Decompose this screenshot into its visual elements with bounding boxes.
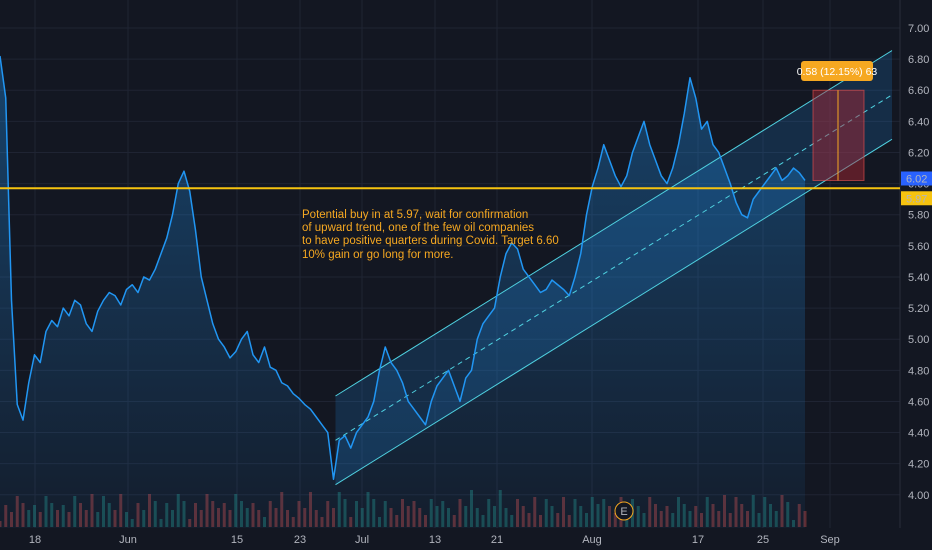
price-label: 6.02 [906,173,927,185]
x-tick-label: Sep [820,534,840,546]
y-tick-label: 4.80 [908,365,929,377]
y-tick-label: 6.40 [908,116,929,128]
price-series [0,55,806,480]
y-tick-label: 7.00 [908,23,929,35]
area-fill [0,56,805,529]
price-label: 5.97 [906,193,927,205]
price-label-bg [901,171,932,186]
y-tick-label: 5.60 [908,241,929,253]
earnings-label: E [620,506,627,518]
channel-mid [335,94,893,441]
time-axis[interactable]: 18 Jun 15 23 Jul 13 21 Aug 17 25 Sep [29,534,840,546]
x-tick-label: 13 [429,534,441,546]
x-tick-label: 23 [294,534,306,546]
x-tick-label: 25 [757,534,769,546]
x-tick-label: Aug [582,534,602,546]
channel-lower [335,138,893,486]
target-box[interactable]: 0.58 (12.15%) 63 [797,61,878,181]
y-tick-label: 4.00 [908,490,929,502]
y-tick-label: 6.60 [908,85,929,97]
area [0,56,805,529]
y-tick-label: 5.20 [908,303,929,315]
y-tick-label: 5.00 [908,334,929,346]
y-tick-label: 4.40 [908,428,929,440]
x-tick-label: 17 [692,534,704,546]
x-tick-label: Jun [119,534,137,546]
chart-annotation[interactable]: Potential buy in at 5.97, wait for confi… [302,209,559,261]
x-tick-label: Jul [355,534,369,546]
parallel-channel[interactable] [335,50,893,486]
price-axis[interactable]: 7.006.806.606.406.206.005.805.605.405.20… [901,23,932,502]
y-tick-label: 5.40 [908,272,929,284]
y-tick-label: 4.20 [908,459,929,471]
price-label-bg [901,191,932,206]
price-line [0,55,806,480]
target-label: 0.58 (12.15%) 63 [797,66,878,78]
x-tick-label: 18 [29,534,41,546]
y-tick-label: 4.60 [908,396,929,408]
x-tick-label: 15 [231,534,243,546]
target-pill [801,61,873,81]
earnings-circle [614,501,634,521]
earnings-marker[interactable]: E [614,501,634,521]
y-tick-label: 6.20 [908,147,929,159]
channel-upper [335,50,893,397]
y-tick-label: 5.80 [908,210,929,222]
y-tick-label: 6.80 [908,54,929,66]
x-tick-label: 21 [491,534,503,546]
